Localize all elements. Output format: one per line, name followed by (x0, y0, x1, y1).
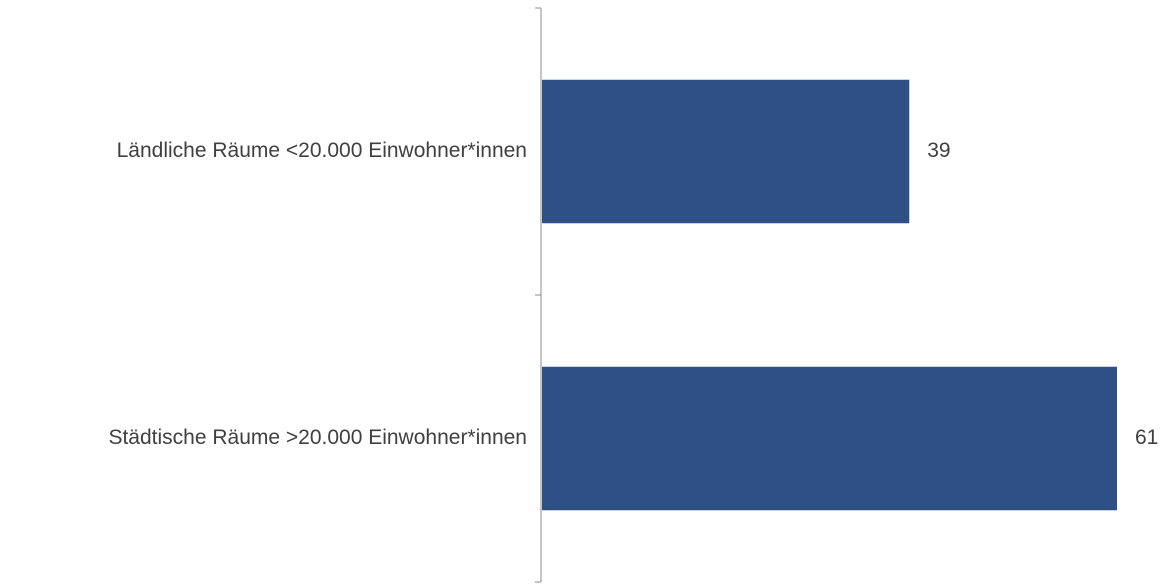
bar-2 (542, 366, 1117, 511)
category-label: Ländliche Räume <20.000 Einwohner*innen (117, 139, 527, 162)
category-label: Städtische Räume >20.000 Einwohner*innen (108, 426, 527, 449)
labels: Ländliche Räume <20.000 Einwohner*innen 3… (108, 139, 1158, 449)
value-label: 61 (1135, 426, 1158, 449)
bars (542, 79, 1117, 511)
bar-1 (542, 79, 910, 224)
category-axis (535, 7, 542, 583)
value-label: 39 (927, 139, 950, 162)
